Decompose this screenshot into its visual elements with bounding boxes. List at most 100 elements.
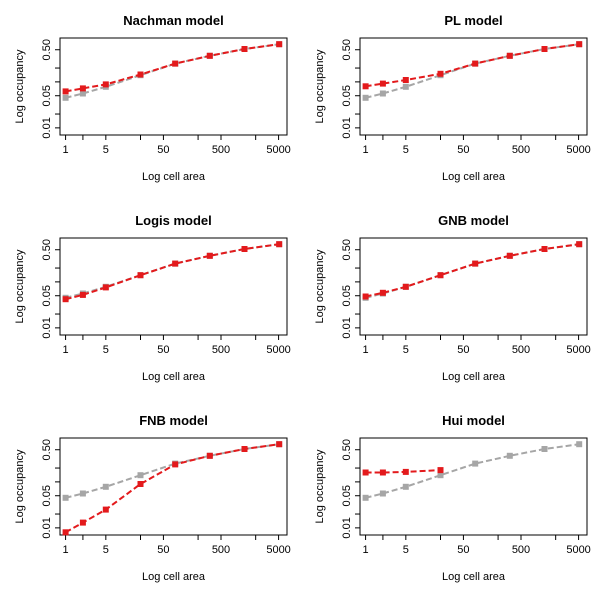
- x-tick-label: 5: [403, 344, 409, 356]
- series-point: [402, 283, 409, 290]
- panel-0: Nachman model 1 5 50 500 5000 0.01 0.05 0.50 Log …: [14, 13, 291, 183]
- series-point: [541, 46, 548, 52]
- series-point: [472, 460, 479, 467]
- series-line: [365, 43, 580, 99]
- y-tick-label: 0.50: [341, 39, 353, 60]
- series-point: [276, 241, 283, 248]
- series-point: [276, 441, 283, 448]
- panel-3: GNB model 1 5 50 500 5000 0.01 0.05 0.50 Log cell…: [314, 213, 591, 383]
- series-point: [79, 291, 86, 298]
- panel-title: FNB model: [139, 413, 208, 428]
- plot-frame: [359, 437, 588, 536]
- series-line: [65, 243, 280, 301]
- x-tick-label: 500: [512, 344, 530, 356]
- series-point: [79, 490, 86, 497]
- series-point: [137, 272, 144, 279]
- series-point: [137, 71, 144, 78]
- series-point: [102, 506, 109, 513]
- series-point: [137, 472, 144, 479]
- x-tick-label: 5: [103, 544, 109, 556]
- x-tick-label: 50: [457, 144, 469, 156]
- series-point: [379, 90, 386, 97]
- x-tick-label: 50: [157, 544, 169, 556]
- series-point: [472, 260, 479, 267]
- series-line: [65, 243, 280, 299]
- panel-5: Hui model 1 5 50 500 5000 0.01 0.05 0.50 Log cell…: [314, 413, 591, 583]
- y-tick-label: 0.50: [341, 439, 353, 460]
- x-tick-label: 5: [103, 344, 109, 356]
- x-tick-label: 5000: [566, 544, 590, 556]
- plot-frame: [59, 37, 288, 136]
- y-axis-label: Log occupancy: [314, 249, 326, 323]
- series-point: [541, 446, 548, 452]
- series-point: [437, 272, 444, 279]
- x-tick-label: 500: [212, 544, 230, 556]
- x-tick-label: 1: [63, 344, 69, 356]
- x-tick-label: 50: [157, 344, 169, 356]
- series-point: [362, 94, 369, 101]
- series-point: [506, 52, 513, 59]
- series-line: [65, 443, 280, 534]
- panel-title: GNB model: [438, 213, 509, 228]
- y-tick-label: 0.05: [341, 85, 353, 106]
- y-tick-label: 0.01: [41, 317, 53, 338]
- y-tick-label: 0.50: [41, 439, 53, 460]
- series-point: [172, 60, 179, 67]
- x-axis-label: Log cell area: [442, 371, 506, 383]
- panel-2: Logis model 1 5 50 500 5000 0.01 0.05 0.50 Log ce…: [14, 213, 291, 383]
- panel-title: Logis model: [135, 213, 212, 228]
- series-point: [206, 52, 213, 59]
- series-line: [365, 469, 441, 474]
- y-axis-label: Log occupancy: [314, 449, 326, 523]
- series-line: [365, 243, 580, 298]
- plot-frame: [359, 37, 588, 136]
- y-tick-label: 0.01: [341, 117, 353, 138]
- series-point: [62, 494, 69, 501]
- x-tick-label: 1: [363, 544, 369, 556]
- series-line: [65, 43, 280, 93]
- y-tick-label: 0.01: [41, 517, 53, 538]
- x-tick-label: 5: [103, 144, 109, 156]
- panel-title: Nachman model: [123, 13, 223, 28]
- series-point: [437, 467, 444, 474]
- series-point: [241, 246, 248, 252]
- series-point: [362, 293, 369, 300]
- series-point: [437, 70, 444, 77]
- series-point: [402, 468, 409, 475]
- y-tick-label: 0.05: [41, 85, 53, 106]
- series-line: [65, 43, 280, 99]
- series-point: [172, 260, 179, 267]
- x-tick-label: 500: [212, 144, 230, 156]
- y-axis-label: Log occupancy: [14, 49, 26, 123]
- series-point: [506, 452, 513, 459]
- series-point: [402, 483, 409, 490]
- y-axis-label: Log occupancy: [14, 449, 26, 523]
- series-point: [241, 46, 248, 52]
- series-line: [65, 443, 280, 499]
- series-point: [276, 41, 283, 48]
- x-axis-label: Log cell area: [442, 171, 506, 183]
- y-tick-label: 0.05: [341, 285, 353, 306]
- x-axis-label: Log cell area: [442, 571, 506, 583]
- series-point: [62, 529, 69, 536]
- series-point: [79, 85, 86, 92]
- series-point: [362, 83, 369, 90]
- x-tick-label: 1: [63, 544, 69, 556]
- y-axis-label: Log occupancy: [14, 249, 26, 323]
- x-tick-label: 1: [363, 344, 369, 356]
- series-point: [172, 461, 179, 468]
- y-tick-label: 0.05: [341, 485, 353, 506]
- series-point: [576, 241, 583, 248]
- y-axis-label: Log occupancy: [314, 49, 326, 123]
- series-point: [241, 446, 248, 452]
- y-tick-label: 0.01: [41, 117, 53, 138]
- series-point: [402, 83, 409, 90]
- series-point: [541, 246, 548, 252]
- x-tick-label: 50: [457, 344, 469, 356]
- y-tick-label: 0.50: [341, 239, 353, 260]
- x-tick-label: 5000: [566, 144, 590, 156]
- series-point: [206, 452, 213, 459]
- plot-frame: [359, 237, 588, 336]
- x-tick-label: 5000: [266, 544, 290, 556]
